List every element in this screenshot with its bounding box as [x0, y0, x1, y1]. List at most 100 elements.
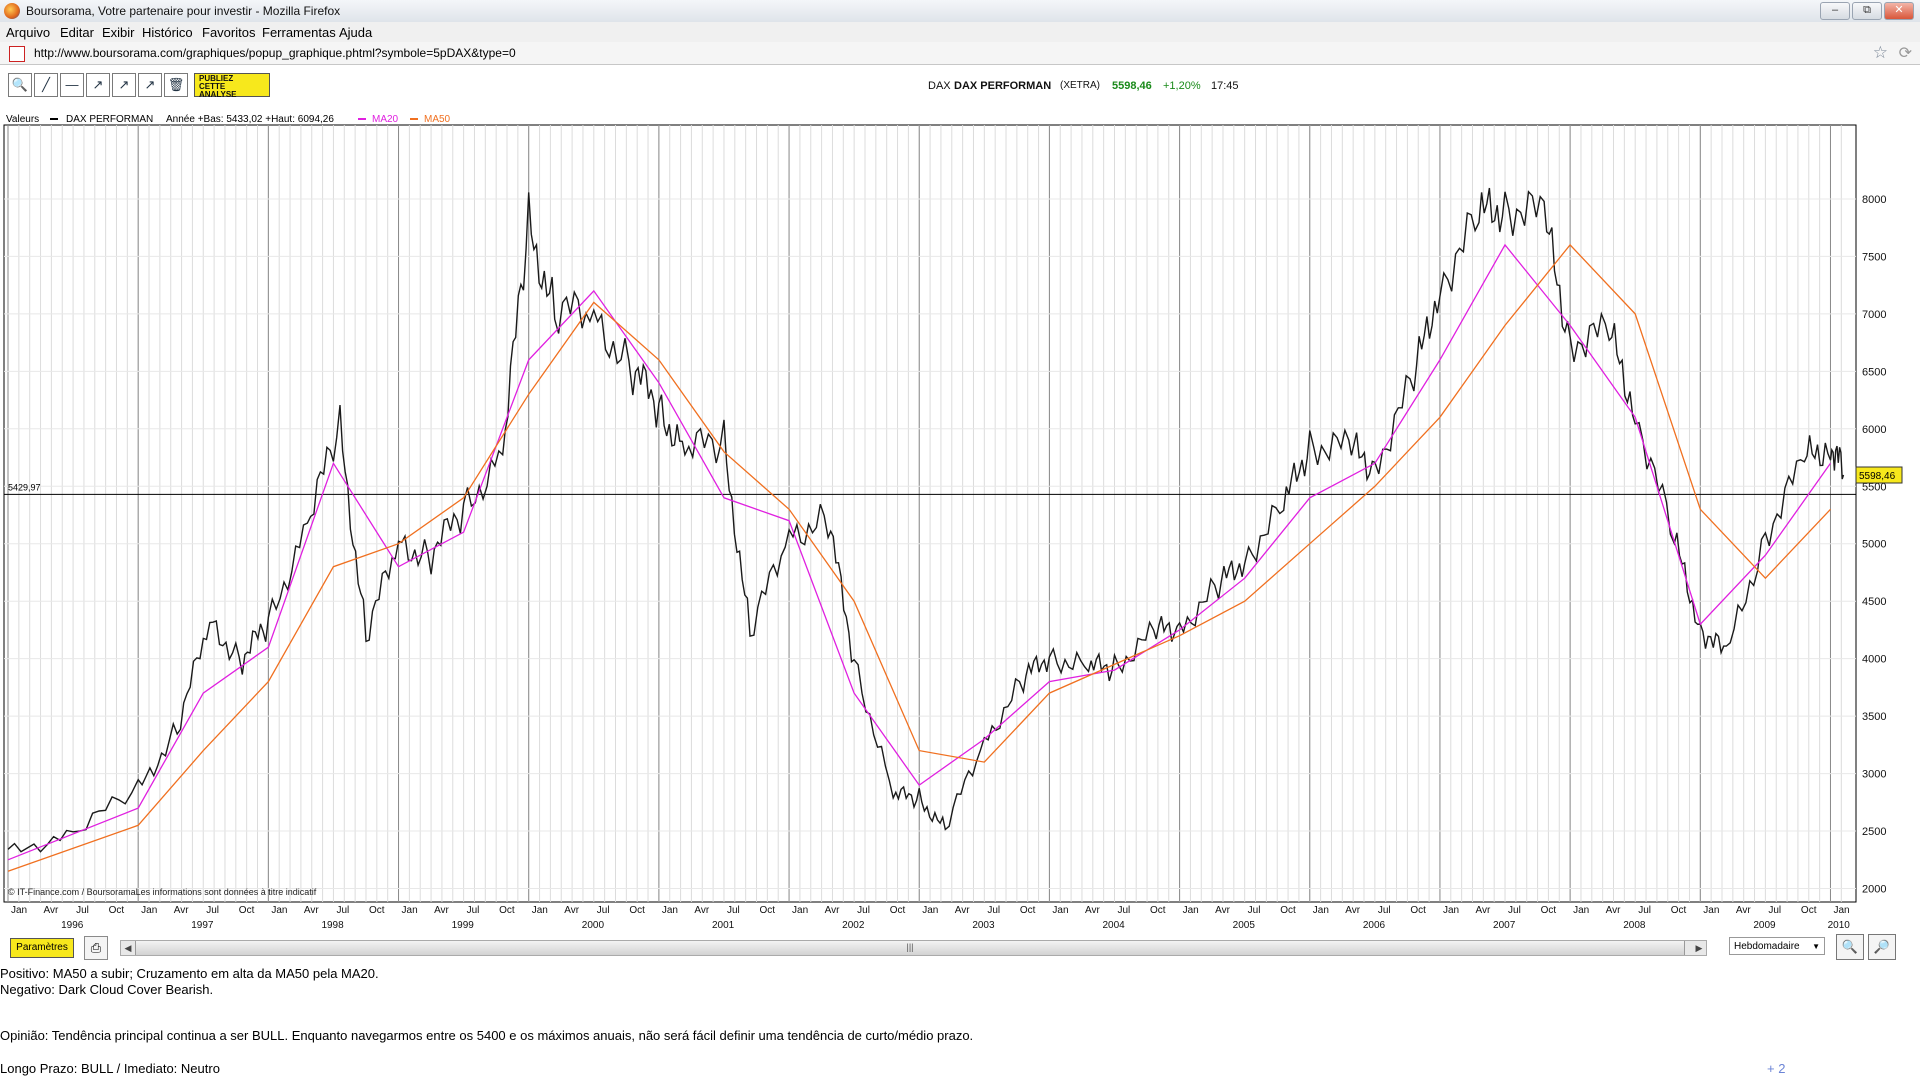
- quote-name: DAX PERFORMAN: [954, 80, 1052, 92]
- quote-market: DAX: [928, 80, 951, 92]
- menu-arquivo[interactable]: Arquivo: [6, 25, 51, 40]
- zoom-out-button[interactable]: 🔍: [1836, 934, 1864, 960]
- x-month-label: Jul: [857, 905, 870, 916]
- x-month-label: Oct: [239, 905, 255, 916]
- x-month-label: Jul: [467, 905, 480, 916]
- terms-note: Longo Prazo: BULL / Imediato: Neutro: [0, 1061, 220, 1076]
- x-month-label: Oct: [890, 905, 906, 916]
- x-month-label: Jan: [922, 905, 938, 916]
- line-tool-button[interactable]: ╱: [34, 73, 58, 97]
- publish-analysis-button[interactable]: PUBLIEZ CETTE ANALYSE: [194, 73, 270, 99]
- window-titlebar: Boursorama, Votre partenaire pour invest…: [0, 0, 1920, 23]
- x-month-label: Jul: [1378, 905, 1391, 916]
- y-tick-label: 4000: [1862, 654, 1886, 666]
- x-month-label: Jul: [597, 905, 610, 916]
- parameters-button[interactable]: Paramètres: [10, 938, 74, 958]
- positive-note: Positivo: MA50 a subir; Cruzamento em al…: [0, 966, 379, 981]
- x-year-label: 1997: [191, 920, 214, 930]
- x-year-label: 2005: [1233, 920, 1256, 930]
- last-price-label: 5598,46: [1859, 471, 1896, 482]
- x-month-label: Oct: [1671, 905, 1687, 916]
- x-month-label: Jan: [402, 905, 418, 916]
- chart-legend: Valeurs DAX PERFORMAN Année +Bas: 5433,0…: [6, 114, 451, 125]
- publiez-line3: ANALYSE: [199, 90, 237, 99]
- bookmark-star-icon[interactable]: ☆: [1872, 43, 1888, 62]
- price-chart[interactable]: Valeurs DAX PERFORMAN Année +Bas: 5433,0…: [0, 100, 1920, 930]
- x-month-label: Jan: [141, 905, 157, 916]
- x-month-label: Jul: [206, 905, 219, 916]
- x-month-label: Avr: [955, 905, 970, 916]
- series-ma50-line: [7, 243, 1831, 872]
- x-month-label: Avr: [1345, 905, 1360, 916]
- x-year-label: 2007: [1493, 920, 1516, 930]
- menu-favoritos[interactable]: Favoritos: [202, 25, 256, 40]
- url-field[interactable]: http://www.boursorama.com/graphiques/pop…: [34, 46, 516, 60]
- x-month-label: Jul: [727, 905, 740, 916]
- menu-ajuda[interactable]: Ajuda: [339, 25, 373, 40]
- x-month-label: Jul: [1768, 905, 1781, 916]
- scroll-thumb[interactable]: |||: [135, 941, 1685, 955]
- zoom-tool-button[interactable]: 🔍: [8, 73, 32, 97]
- x-month-label: Oct: [1541, 905, 1557, 916]
- reference-line-label: 5429,97: [8, 482, 41, 492]
- zoom-in-button[interactable]: 🔎: [1868, 934, 1896, 960]
- x-year-label: 2000: [582, 920, 605, 930]
- x-month-label: Oct: [109, 905, 125, 916]
- channel-tool-button[interactable]: ↗: [86, 73, 110, 97]
- x-month-label: Jul: [76, 905, 89, 916]
- chart-series: [4, 187, 1856, 872]
- x-month-label: Jul: [1638, 905, 1651, 916]
- x-month-label: Jul: [987, 905, 1000, 916]
- x-year-label: 2004: [1103, 920, 1126, 930]
- x-month-label: Oct: [1150, 905, 1166, 916]
- close-button[interactable]: ✕: [1884, 2, 1914, 20]
- scroll-left-arrow[interactable]: ◀: [124, 943, 132, 953]
- page-icon: [9, 46, 25, 62]
- chart-toolbar: 🔍 ╱ — ↗ ↗ ↗ 🗑 PUBLIEZ CETTE ANALYSE DAX …: [0, 66, 1920, 102]
- period-select[interactable]: Hebdomadaire ▼: [1729, 937, 1825, 955]
- chart-axes: 2000 2500 3000 3500 4000 4500 5000 5500 6000 6500…: [8, 194, 1903, 930]
- firefox-icon: [4, 3, 20, 19]
- x-month-label: Jan: [792, 905, 808, 916]
- x-month-label: Jan: [1052, 905, 1068, 916]
- hline-tool-button[interactable]: —: [60, 73, 84, 97]
- x-year-label: 1998: [321, 920, 344, 930]
- y-tick-label: 5000: [1862, 539, 1886, 551]
- y-tick-label: 4500: [1862, 596, 1886, 608]
- y-tick-label: 2500: [1862, 826, 1886, 838]
- quote-time: 17:45: [1211, 80, 1239, 92]
- period-value: Hebdomadaire: [1734, 941, 1800, 952]
- y-tick-label: 3000: [1862, 769, 1886, 781]
- legend-label: Valeurs: [6, 114, 39, 125]
- x-month-label: Avr: [434, 905, 449, 916]
- x-month-label: Avr: [1475, 905, 1490, 916]
- x-month-label: Oct: [1280, 905, 1296, 916]
- menu-bar: Arquivo Editar Exibir Histórico Favorito…: [0, 22, 1920, 42]
- chart-scrollbar[interactable]: ◀ ||| ▶: [120, 940, 1707, 956]
- x-month-label: Avr: [304, 905, 319, 916]
- x-month-label: Oct: [499, 905, 515, 916]
- x-month-label: Avr: [174, 905, 189, 916]
- menu-exibir[interactable]: Exibir: [102, 25, 135, 40]
- menu-historico[interactable]: Histórico: [142, 25, 193, 40]
- menu-ferramentas[interactable]: Ferramentas: [262, 25, 336, 40]
- restore-button[interactable]: ⧉: [1852, 2, 1882, 20]
- menu-editar[interactable]: Editar: [60, 25, 94, 40]
- x-year-label: 2009: [1753, 920, 1776, 930]
- x-month-label: Oct: [629, 905, 645, 916]
- x-month-label: Jan: [1183, 905, 1199, 916]
- x-year-label: 2008: [1623, 920, 1646, 930]
- quote-exchange: (XETRA): [1060, 80, 1100, 91]
- y-tick-label: 6000: [1862, 424, 1886, 436]
- fibo-tool-button[interactable]: ↗: [138, 73, 162, 97]
- print-icon[interactable]: ⎙: [84, 936, 108, 960]
- x-month-label: Jan: [1443, 905, 1459, 916]
- reload-icon[interactable]: ⟳: [1898, 45, 1912, 62]
- x-month-label: Jul: [1248, 905, 1261, 916]
- scroll-right-arrow[interactable]: ▶: [1695, 943, 1703, 953]
- minimize-button[interactable]: –: [1820, 2, 1850, 20]
- trash-icon[interactable]: 🗑: [164, 73, 188, 97]
- more-link[interactable]: + 2: [1767, 1061, 1786, 1076]
- fan-tool-button[interactable]: ↗: [112, 73, 136, 97]
- y-tick-label: 7500: [1862, 251, 1886, 263]
